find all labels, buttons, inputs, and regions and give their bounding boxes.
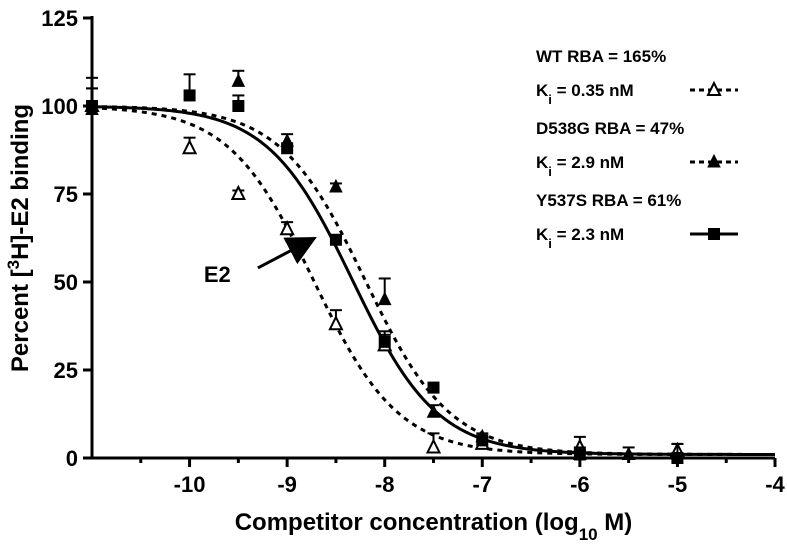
data-point-y537s — [183, 89, 196, 102]
legend-entry-wt-ki: Ki = 0.35 nM — [536, 81, 634, 107]
data-point-d538g — [377, 291, 392, 306]
data-point-y537s — [232, 100, 245, 112]
x-axis-title: Competitor concentration (log10 M) — [235, 509, 633, 544]
data-point-wt — [181, 139, 198, 155]
y-tick-label: 100 — [41, 94, 78, 119]
y-tick-label: 75 — [54, 182, 78, 207]
legend-swatch-marker-d538g — [707, 153, 721, 168]
axes: 0 25 50 75 100 125 -10 -9 -8 -7 -6 -5 -4 — [41, 6, 785, 497]
data-point-d538g — [231, 73, 246, 87]
data-point-d538g — [329, 178, 343, 193]
y-tick-label: 0 — [66, 446, 78, 471]
data-point-d538g — [426, 404, 441, 418]
legend-entry-d538g-title: D538G RBA = 47% — [536, 119, 684, 138]
x-tick-label: -4 — [765, 472, 785, 497]
legend-swatch-marker-wt — [706, 80, 722, 96]
legend-entry-y537s-title: Y537S RBA = 61% — [536, 191, 681, 210]
legend-swatch-marker-y537s — [708, 228, 720, 240]
legend-entry-y537s-ki: Ki = 2.3 nM — [536, 225, 624, 251]
data-point-y537s — [378, 335, 391, 348]
x-tick-label: -9 — [277, 472, 297, 497]
y-axis-title: Percent [3H]-E2 binding — [4, 104, 35, 372]
legend-entry-d538g-ki: Ki = 2.9 nM — [536, 153, 624, 179]
annotation-arrow — [257, 236, 317, 270]
curve-wt — [91, 106, 775, 456]
data-point-y537s — [329, 233, 342, 246]
data-points — [84, 69, 686, 464]
annotation-label: E2 — [204, 262, 231, 287]
series-y537s-points — [86, 73, 684, 464]
data-point-y537s — [86, 100, 98, 112]
y-tick-label: 50 — [54, 270, 78, 295]
fitted-curves — [91, 105, 775, 456]
x-tick-label: -6 — [570, 472, 590, 497]
data-point-wt — [279, 219, 295, 236]
curve-d538g — [91, 105, 775, 456]
x-tick-label: -10 — [174, 472, 206, 497]
x-tick-label: -5 — [668, 472, 688, 497]
y-tick-label: 25 — [54, 358, 78, 383]
legend: WT RBA = 165% Ki = 0.35 nM D538G RBA = 47%… — [536, 47, 738, 251]
legend-entry-wt-title: WT RBA = 165% — [536, 47, 666, 66]
data-point-wt — [425, 438, 442, 454]
data-point-y537s — [476, 434, 489, 447]
curve-y537s — [91, 105, 775, 456]
data-point-wt — [328, 315, 344, 331]
data-point-y537s — [427, 381, 440, 394]
x-tick-label: -7 — [473, 472, 493, 497]
data-point-wt — [230, 184, 246, 200]
x-tick-label: -8 — [375, 472, 395, 497]
data-point-y537s — [281, 142, 294, 155]
annotations: E2 — [204, 236, 317, 287]
data-point-d538g — [621, 446, 636, 460]
y-tick-label: 125 — [41, 6, 78, 31]
data-point-y537s — [671, 452, 684, 464]
data-point-y537s — [573, 448, 586, 461]
